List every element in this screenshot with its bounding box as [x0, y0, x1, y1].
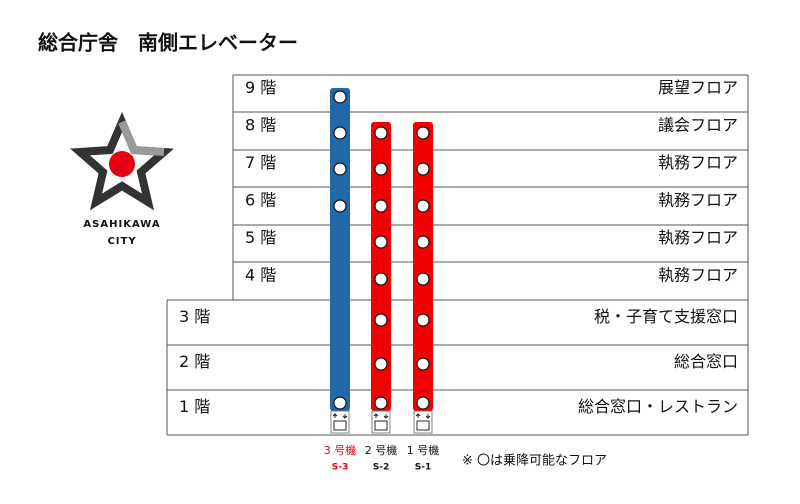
logo-text: ASAHIKAWA [83, 219, 160, 230]
elevator-icon [333, 420, 347, 431]
elevator-code: S-2 [373, 463, 389, 473]
stop [416, 357, 430, 371]
stop [416, 272, 430, 286]
floor-name: 総合窓口 [674, 352, 738, 371]
stop [333, 162, 347, 176]
floor-name: 執務フロア [658, 266, 738, 285]
floor-label: 8 階 [245, 116, 276, 135]
stop [374, 126, 388, 140]
stop [333, 126, 347, 140]
stop [374, 396, 388, 410]
stop [416, 396, 430, 410]
logo-text: CITY [107, 236, 136, 247]
floor-name: 執務フロア [658, 153, 738, 172]
elevator-icon [374, 420, 388, 431]
logo [70, 111, 174, 211]
elevator-shaft [371, 122, 391, 411]
stop [374, 199, 388, 213]
stop [416, 126, 430, 140]
floor-label: 1 階 [179, 397, 210, 416]
note: ※ 〇は乗降可能なフロア [462, 454, 607, 469]
title: 総合庁舎 南側エレベーター [38, 31, 298, 55]
floor-label: 6 階 [245, 191, 276, 210]
stop [374, 272, 388, 286]
floor-name: 展望フロア [658, 78, 738, 97]
elevator-icon [416, 420, 430, 431]
elevator-shaft [413, 122, 433, 411]
stop [333, 396, 347, 410]
floor-name: 執務フロア [658, 191, 738, 210]
floor-label: 3 階 [179, 307, 210, 326]
elevator-icon [371, 410, 391, 434]
elevator-code: S-1 [415, 463, 431, 473]
elevator-icon [373, 413, 389, 419]
elevator-name: 3 号機 [324, 443, 357, 457]
elevator-name: 2 号機 [365, 443, 398, 457]
stop [416, 162, 430, 176]
elevator-icon [415, 413, 431, 419]
stop [374, 357, 388, 371]
floor-name: 議会フロア [658, 116, 738, 135]
floor-name: 税・子育て支援窓口 [594, 307, 738, 326]
elevator-icon [413, 410, 433, 434]
stop [374, 235, 388, 249]
elevator-icon [330, 410, 350, 434]
elevator-code: S-3 [332, 463, 348, 473]
stop [374, 313, 388, 327]
stop [416, 235, 430, 249]
stop [416, 199, 430, 213]
elevator-icon [332, 413, 348, 419]
floor-label: 2 階 [179, 352, 210, 371]
floor-name: 執務フロア [658, 228, 738, 247]
floor-label: 4 階 [245, 266, 276, 285]
stop [374, 162, 388, 176]
elevator-name: 1 号機 [407, 443, 440, 457]
floor-label: 7 階 [245, 153, 276, 172]
floor-label: 9 階 [245, 78, 276, 97]
stop [416, 313, 430, 327]
floor-name: 総合窓口・レストラン [578, 397, 738, 416]
stop [333, 90, 347, 104]
floor-label: 5 階 [245, 228, 276, 247]
stop [333, 199, 347, 213]
